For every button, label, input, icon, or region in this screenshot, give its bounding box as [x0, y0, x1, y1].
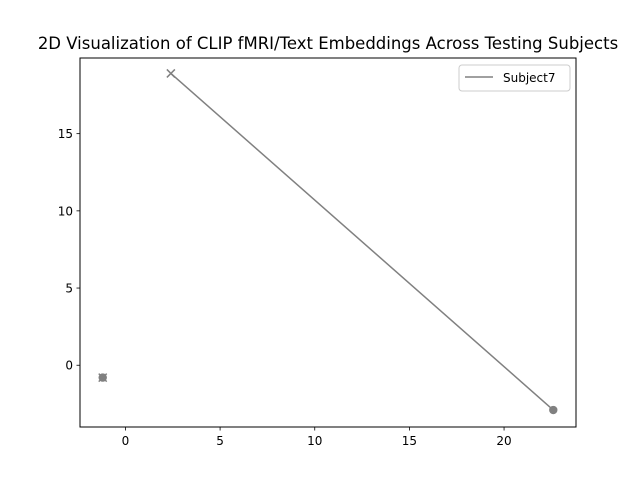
x-tick-label: 20 [496, 434, 511, 448]
legend: Subject7 [458, 64, 571, 92]
x-axis: 0 5 10 15 20 [122, 427, 512, 448]
x-tick-label: 15 [402, 434, 417, 448]
x-tick-label: 10 [307, 434, 322, 448]
y-axis: 0 5 10 15 [58, 127, 80, 373]
y-tick-label: 10 [58, 204, 73, 218]
data-point-x-marker [166, 68, 176, 78]
series-line-subject7 [170, 72, 554, 411]
y-tick-label: 15 [58, 127, 73, 141]
y-tick-label: 5 [65, 282, 73, 296]
data-point-x-marker [98, 373, 108, 383]
data-point-circle-marker [549, 405, 558, 415]
x-tick-label: 5 [216, 434, 224, 448]
legend-box [458, 64, 571, 92]
y-tick-label: 0 [65, 359, 73, 373]
axes-frame [79, 57, 577, 428]
plot-area [98, 68, 558, 415]
chart-title: 2D Visualization of CLIP fMRI/Text Embed… [38, 34, 618, 53]
legend-label-subject7: Subject7 [503, 71, 556, 85]
x-tick-label: 0 [122, 434, 130, 448]
